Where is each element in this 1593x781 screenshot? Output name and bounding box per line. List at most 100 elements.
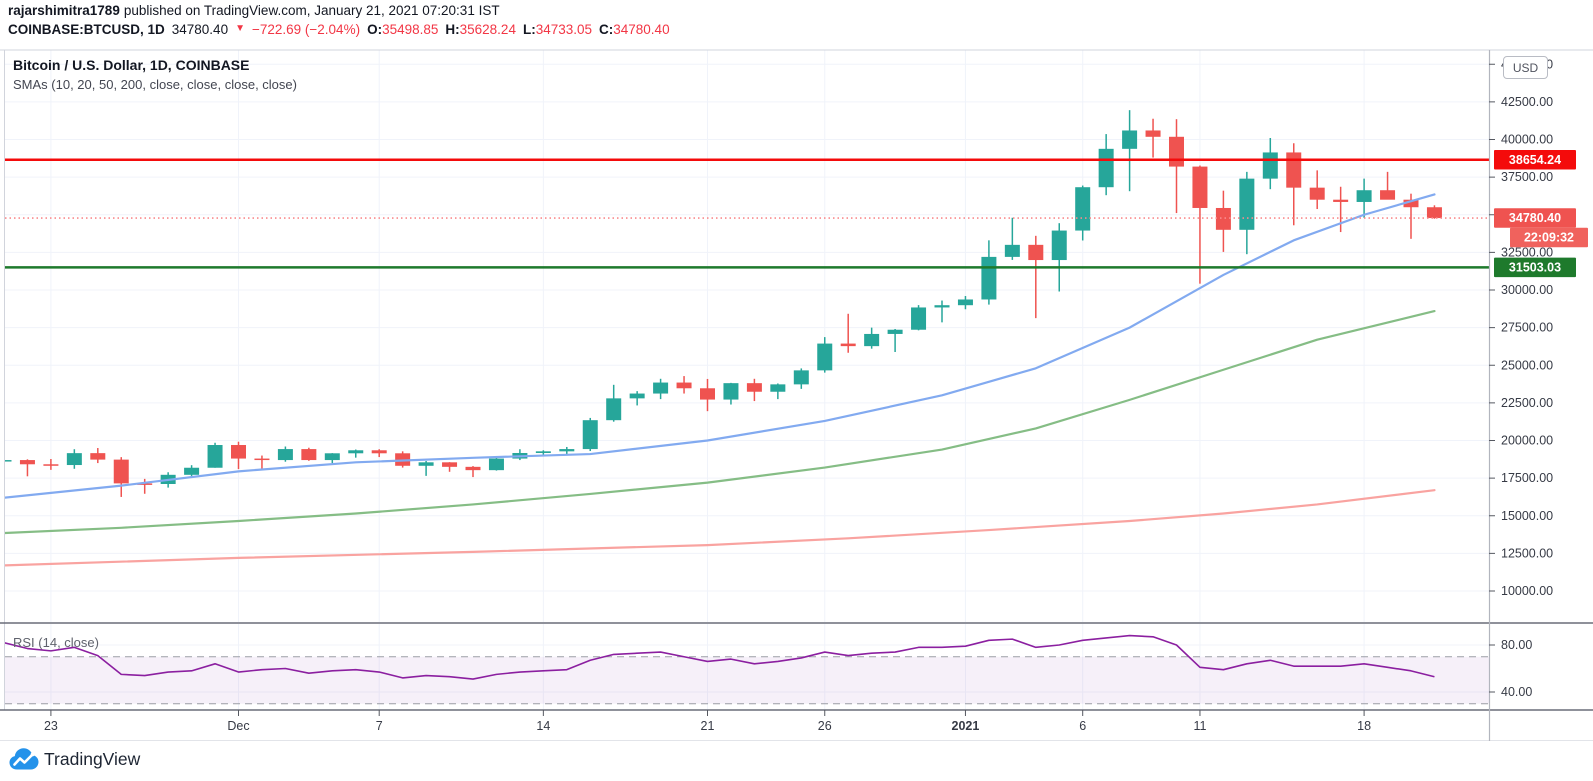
price-tick-label: 17500.00 xyxy=(1501,471,1553,485)
candle-body xyxy=(653,382,669,394)
candle-body xyxy=(887,329,903,334)
candle-body xyxy=(1215,207,1231,230)
candle-body xyxy=(184,467,200,475)
price-axis[interactable]: 45000.0042500.0040000.0037500.0035000.00… xyxy=(1489,57,1553,699)
price-tick-label: 27500.00 xyxy=(1501,321,1553,335)
candle-body xyxy=(1028,244,1044,261)
time-tick-label: 2021 xyxy=(952,719,980,733)
time-tick-label: 18 xyxy=(1357,719,1371,733)
candle-body xyxy=(277,449,293,461)
candle-body xyxy=(301,449,317,461)
candle-body xyxy=(113,459,129,484)
time-tick-label: 7 xyxy=(376,719,383,733)
indicator-legend: SMAs (10, 20, 50, 200, close, close, clo… xyxy=(13,77,297,92)
price-tick-label: 15000.00 xyxy=(1501,509,1553,523)
symbol-info-bar: COINBASE:BTCUSD, 1D 34780.40 ▼ −722.69 (… xyxy=(8,21,670,38)
candle-body xyxy=(817,343,833,371)
ohlc-open: O:35498.85 xyxy=(367,21,438,38)
candle-body xyxy=(1239,178,1255,230)
candle-body xyxy=(1262,152,1278,179)
high-value: 35628.24 xyxy=(459,22,516,37)
candle-body xyxy=(442,462,458,467)
symbol-name: COINBASE:BTCUSD, 1D xyxy=(8,22,165,37)
candle-body xyxy=(1169,136,1184,167)
candle-body xyxy=(1051,230,1067,261)
candle-body xyxy=(1145,130,1161,137)
open-label: O: xyxy=(367,22,383,37)
time-tick-label: 14 xyxy=(536,719,550,733)
candle-body xyxy=(1286,152,1302,188)
candle-body xyxy=(137,483,153,485)
candle-body xyxy=(1098,148,1114,188)
price-tick-label: 32500.00 xyxy=(1501,245,1553,259)
candle-body xyxy=(864,333,880,347)
rsi-indicator-label: RSI (14, close) xyxy=(13,635,99,650)
price-tick-label: 30000.00 xyxy=(1501,283,1553,297)
last-price-badge-label: 34780.40 xyxy=(1509,211,1561,225)
candle-body xyxy=(324,453,340,461)
publish-info: rajarshimitra1789 published on TradingVie… xyxy=(8,3,500,19)
candle-body xyxy=(582,420,598,450)
candle-body xyxy=(231,445,246,459)
candle-body xyxy=(207,445,223,468)
price-tick-label: 22500.00 xyxy=(1501,396,1553,410)
time-tick-label: Dec xyxy=(227,719,249,733)
support-badge-label: 31503.03 xyxy=(1509,260,1561,274)
rsi-line xyxy=(5,634,1435,680)
candle-body xyxy=(746,383,762,392)
low-value: 34733.05 xyxy=(535,22,593,37)
rsi-band-fill xyxy=(5,656,1489,704)
chart-title: Bitcoin / U.S. Dollar, 1D, COINBASE xyxy=(13,57,250,73)
rsi-tick-label: 40.00 xyxy=(1501,685,1532,699)
low-label: L: xyxy=(522,22,536,37)
candle-body xyxy=(957,299,973,306)
price-tick-label: 42500.00 xyxy=(1501,95,1553,109)
candle-body xyxy=(371,450,387,454)
candle-body xyxy=(606,398,622,421)
gridlines xyxy=(5,50,1489,710)
countdown-badge xyxy=(1510,227,1588,248)
candle-body xyxy=(19,460,35,465)
currency-usd-button[interactable]: USD xyxy=(1503,56,1548,79)
tradingview-brand-text: TradingView xyxy=(44,749,141,769)
candle-body xyxy=(1309,187,1325,200)
candle-body xyxy=(348,450,364,454)
candle-body xyxy=(254,458,270,461)
candle-body xyxy=(43,464,59,466)
published-text: published on TradingView.com, January 21… xyxy=(123,3,500,18)
candle-body xyxy=(1192,166,1208,208)
candle-body xyxy=(1333,199,1349,202)
candle-body xyxy=(1380,190,1396,200)
main-pane xyxy=(5,110,1489,567)
rsi-pane xyxy=(5,634,1489,705)
open-value: 35498.85 xyxy=(382,22,439,37)
candle-body xyxy=(1426,207,1442,219)
candle-body xyxy=(1122,130,1138,149)
candle-body xyxy=(535,451,551,453)
candle-body xyxy=(5,460,12,462)
candle-body xyxy=(418,462,434,466)
candle-body xyxy=(770,384,786,392)
price-tick-label: 40000.00 xyxy=(1501,133,1553,147)
candle-body xyxy=(934,305,950,308)
resistance-badge xyxy=(1494,150,1576,170)
candle-body xyxy=(911,307,927,330)
time-tick-label: 11 xyxy=(1193,719,1206,733)
candle-body xyxy=(559,449,575,452)
price-tick-label: 25000.00 xyxy=(1501,358,1553,372)
high-label: H: xyxy=(445,22,460,37)
candle-body xyxy=(1403,199,1419,208)
last-price-value: 34780.40 xyxy=(171,22,229,37)
candle-body xyxy=(1075,187,1091,231)
sma-fast-blue-line xyxy=(5,193,1436,499)
candle-body xyxy=(700,388,715,400)
price-change: −722.69 (−2.04%) xyxy=(251,22,361,37)
time-axis[interactable]: 23 Dec 7 14 21 26 2021 6 11 18 xyxy=(44,710,1371,733)
close-value: 34780.40 xyxy=(613,22,670,37)
candle-body xyxy=(66,453,82,466)
time-tick-label: 26 xyxy=(818,719,832,733)
close-label: C: xyxy=(599,22,614,37)
sma-50-green-line xyxy=(5,309,1436,535)
